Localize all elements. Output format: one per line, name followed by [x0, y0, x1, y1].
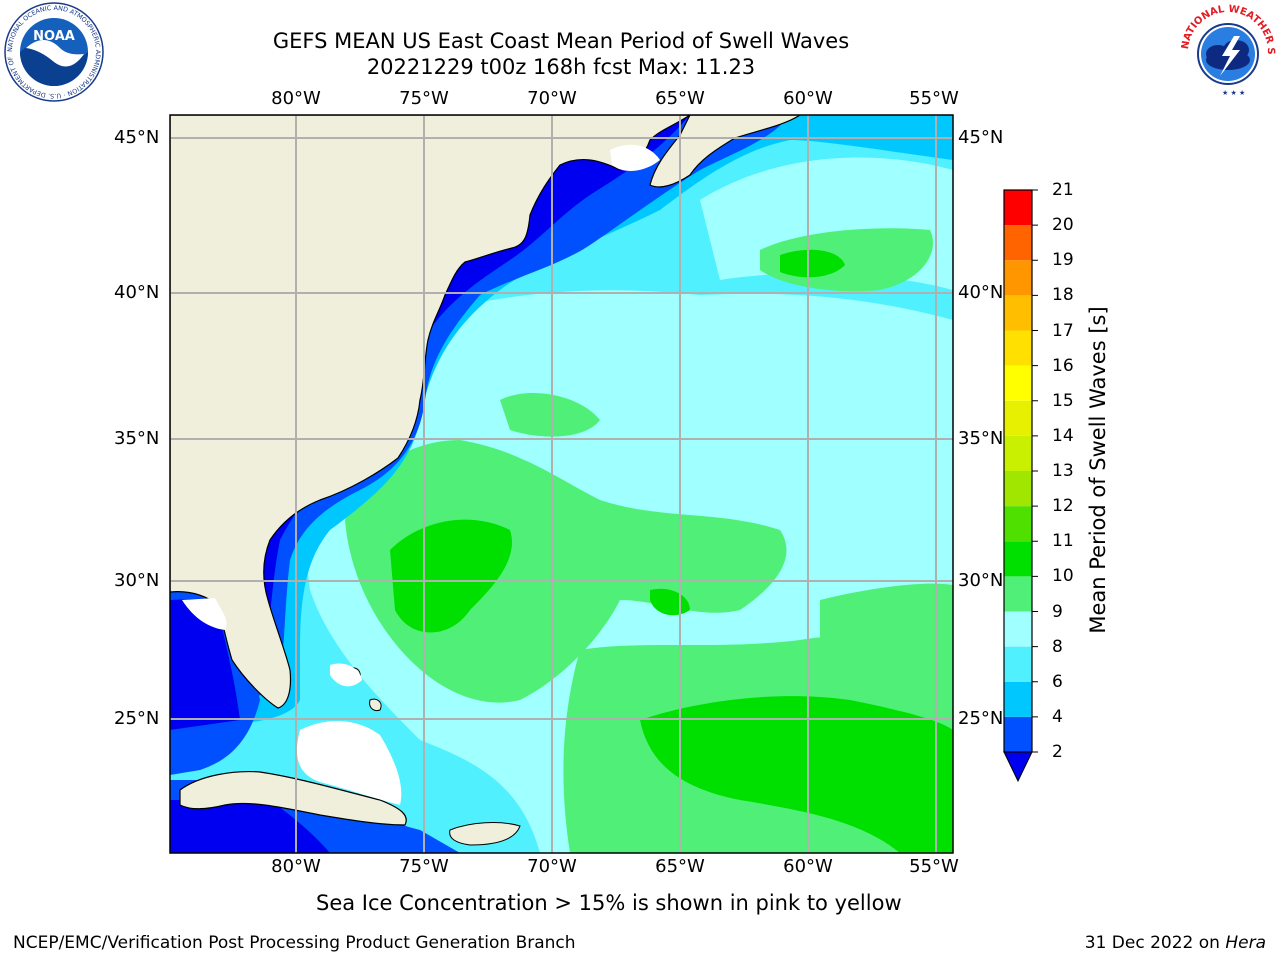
lat-label-right: 30°N — [958, 570, 1004, 591]
colorbar-segment — [1004, 506, 1032, 542]
colorbar-segment — [1004, 260, 1032, 296]
footer-machine: Hera — [1225, 933, 1266, 953]
colorbar-tick-label: 14 — [1052, 425, 1074, 446]
colorbar-segment — [1004, 295, 1032, 331]
lon-label-bottom: 55°W — [909, 856, 959, 877]
colorbar-tick-label: 12 — [1052, 496, 1074, 517]
colorbar-segment — [1004, 716, 1032, 752]
colorbar-tick-label: 6 — [1052, 671, 1063, 692]
lat-label-left: 40°N — [114, 282, 160, 303]
lat-label-right: 40°N — [958, 282, 1004, 303]
footer-date: 31 Dec 2022 on Hera — [1085, 933, 1266, 953]
footer-date-text: 31 Dec 2022 on — [1084, 933, 1226, 953]
colorbar-tick-label: 8 — [1052, 636, 1063, 657]
lon-label-top: 55°W — [909, 88, 959, 109]
colorbar-tick-label: 11 — [1052, 531, 1074, 552]
chart-title: GEFS MEAN US East Coast Mean Period of S… — [272, 29, 850, 53]
footer-credit: NCEP/EMC/Verification Post Processing Pr… — [13, 933, 576, 953]
colorbar-segment — [1004, 190, 1032, 226]
lon-label-bottom: 75°W — [399, 856, 449, 877]
sea-ice-note: Sea Ice Concentration > 15% is shown in … — [316, 891, 902, 915]
noaa-logo: NATIONAL OCEANIC AND ATMOSPHERIC ADMINIS… — [4, 2, 104, 102]
colorbar-tick-label: 17 — [1052, 320, 1074, 341]
colorbar — [1003, 189, 1038, 783]
lon-label-top: 65°W — [655, 88, 705, 109]
colorbar-segment — [1004, 646, 1032, 682]
lat-label-left: 35°N — [114, 428, 160, 449]
colorbar-segment — [1004, 365, 1032, 401]
colorbar-segment — [1004, 681, 1032, 717]
svg-text:★ ★ ★: ★ ★ ★ — [1222, 89, 1245, 97]
swell-period-field — [170, 115, 953, 853]
lon-label-bottom: 65°W — [655, 856, 705, 877]
nws-logo: NATIONAL WEATHER SERVICE ★ ★ ★ — [1178, 2, 1277, 101]
lat-label-left: 45°N — [114, 127, 160, 148]
colorbar-tick-label: 19 — [1052, 250, 1074, 271]
chart-subtitle: 20221229 t00z 168h fcst Max: 11.23 — [366, 55, 756, 79]
lon-label-top: 70°W — [527, 88, 577, 109]
lat-label-left: 30°N — [114, 570, 160, 591]
lon-label-top: 75°W — [399, 88, 449, 109]
colorbar-extend-triangle — [1003, 751, 1033, 783]
colorbar-tick-label: 2 — [1052, 742, 1063, 762]
lon-label-top: 60°W — [783, 88, 833, 109]
colorbar-segment — [1004, 330, 1032, 366]
colorbar-segment — [1004, 225, 1032, 261]
lon-label-bottom: 80°W — [271, 856, 321, 877]
lat-label-right: 25°N — [958, 708, 1004, 729]
colorbar-tick-label: 20 — [1052, 215, 1074, 236]
lon-label-top: 80°W — [271, 88, 321, 109]
colorbar-tick-label: 21 — [1052, 180, 1074, 200]
lon-label-bottom: 70°W — [527, 856, 577, 877]
colorbar-segment — [1004, 541, 1032, 577]
colorbar-segment — [1004, 435, 1032, 471]
colorbar-segment — [1004, 400, 1032, 436]
colorbar-tick-label: 4 — [1052, 706, 1063, 727]
colorbar-segment — [1004, 471, 1032, 507]
lat-label-right: 45°N — [958, 127, 1004, 148]
map-frame — [169, 114, 954, 854]
colorbar-tick-label: 10 — [1052, 566, 1074, 587]
graticule — [170, 115, 953, 853]
noaa-wordmark: NOAA — [33, 29, 75, 44]
colorbar-tick-label: 16 — [1052, 355, 1074, 376]
lat-label-right: 35°N — [958, 428, 1004, 449]
colorbar-tick-label: 15 — [1052, 390, 1074, 411]
colorbar-segment — [1004, 611, 1032, 647]
colorbar-tick-label: 9 — [1052, 601, 1063, 622]
colorbar-label: Mean Period of Swell Waves [s] — [1086, 306, 1110, 634]
colorbar-tick-label: 18 — [1052, 285, 1074, 306]
colorbar-segment — [1004, 576, 1032, 612]
lat-label-left: 25°N — [114, 708, 160, 729]
colorbar-tick-label: 13 — [1052, 461, 1074, 481]
lon-label-bottom: 60°W — [783, 856, 833, 877]
